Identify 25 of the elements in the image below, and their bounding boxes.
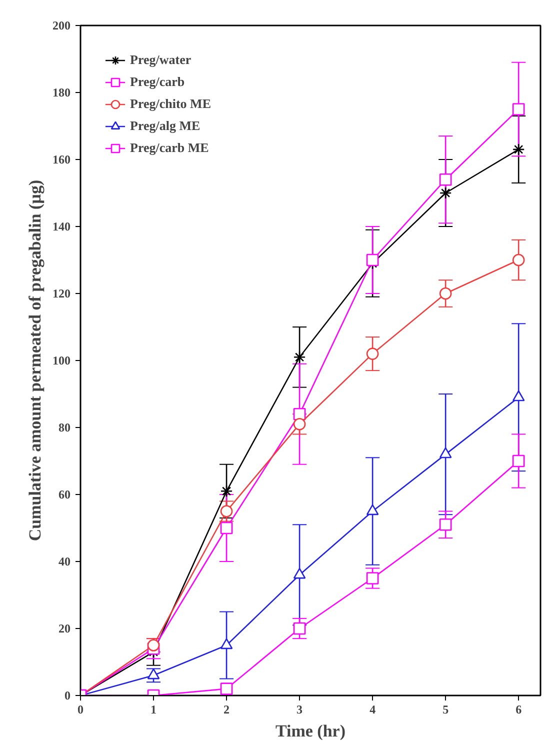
x-tick-label: 3	[296, 702, 303, 716]
y-tick-label: 40	[58, 554, 70, 568]
legend-label: Preg/carb	[130, 74, 185, 90]
x-tick-label: 6	[516, 702, 522, 716]
x-tick-label: 0	[78, 702, 84, 716]
legend-label: Preg/carb ME	[130, 140, 209, 156]
y-tick-label: 20	[58, 622, 70, 636]
x-tick-label: 2	[224, 702, 230, 716]
x-tick-label: 4	[370, 702, 376, 716]
y-tick-label: 140	[52, 220, 70, 234]
y-tick-label: 200	[52, 18, 70, 32]
y-tick-label: 80	[58, 420, 70, 434]
x-tick-label: 5	[442, 702, 449, 716]
legend-label: Preg/alg ME	[130, 118, 200, 134]
y-tick-label: 180	[52, 86, 70, 100]
y-tick-label: 120	[52, 286, 70, 300]
y-tick-label: 160	[52, 152, 70, 166]
legend-label: Preg/water	[130, 52, 192, 68]
x-axis-title: Time (hr)	[275, 722, 346, 740]
legend-label: Preg/chito ME	[130, 96, 211, 112]
y-axis-title: Cumulative amount permeated of pregabalin (µg)	[26, 180, 44, 542]
x-tick-label: 1	[150, 702, 157, 716]
y-tick-label: 100	[52, 354, 70, 368]
y-tick-label: 60	[58, 488, 70, 502]
y-tick-label: 0	[64, 688, 70, 702]
